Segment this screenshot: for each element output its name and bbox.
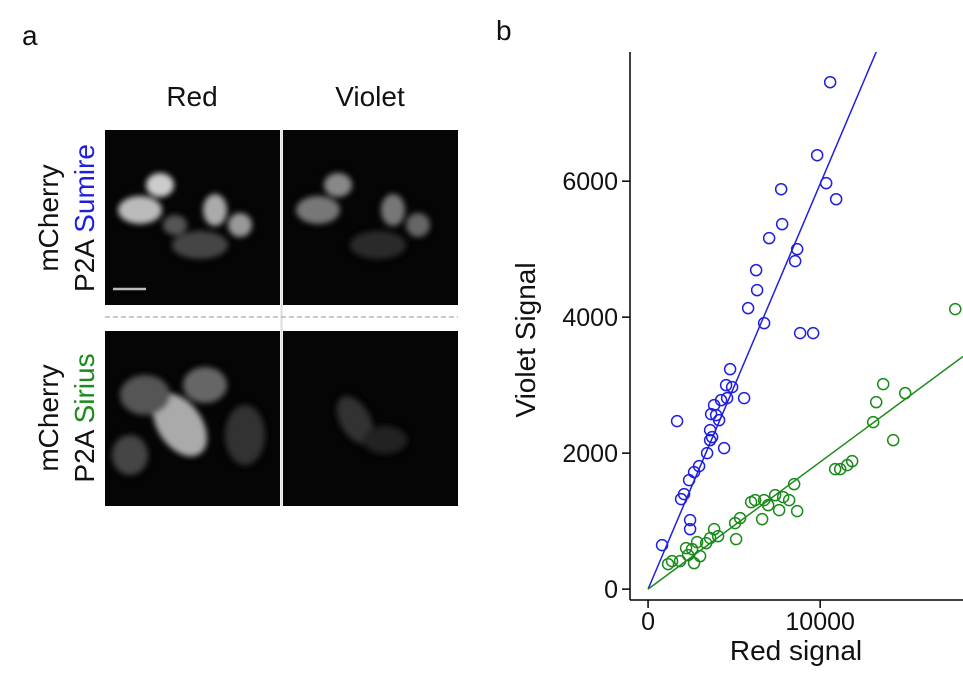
point bbox=[806, 326, 820, 340]
point bbox=[655, 538, 669, 552]
point bbox=[776, 490, 790, 504]
y-tick-label: 6000 bbox=[562, 168, 618, 196]
point bbox=[719, 378, 733, 392]
point bbox=[749, 263, 763, 277]
column-label: Red bbox=[166, 81, 217, 112]
point bbox=[741, 301, 755, 315]
y-axis-label: Violet Signal bbox=[510, 262, 541, 417]
point bbox=[714, 393, 728, 407]
point bbox=[693, 549, 707, 563]
point bbox=[670, 414, 684, 428]
point bbox=[703, 423, 717, 437]
point bbox=[729, 532, 743, 546]
point bbox=[707, 522, 721, 536]
point bbox=[866, 415, 880, 429]
point bbox=[725, 380, 739, 394]
point bbox=[774, 182, 788, 196]
x-tick-label: 10000 bbox=[785, 608, 855, 636]
point bbox=[687, 556, 701, 570]
point bbox=[755, 512, 769, 526]
row-line: P2A Sirius bbox=[69, 353, 100, 482]
point bbox=[703, 433, 717, 447]
point bbox=[876, 377, 890, 391]
plot-area bbox=[647, 52, 963, 590]
y-tick-label: 4000 bbox=[562, 304, 618, 332]
panel-label: b bbox=[496, 15, 512, 46]
point bbox=[673, 554, 687, 568]
y-tick-label: 0 bbox=[604, 576, 618, 604]
x-axis-label: Red signal bbox=[730, 635, 862, 666]
point bbox=[683, 522, 697, 536]
point bbox=[790, 504, 804, 518]
point bbox=[712, 413, 726, 427]
point bbox=[898, 386, 912, 400]
point bbox=[768, 488, 782, 502]
point bbox=[787, 477, 801, 491]
point bbox=[819, 176, 833, 190]
panel-label: a bbox=[22, 20, 38, 51]
point bbox=[886, 433, 900, 447]
point bbox=[948, 302, 962, 316]
point bbox=[711, 529, 725, 543]
point bbox=[665, 554, 679, 568]
row-prefix: P2A bbox=[69, 239, 100, 292]
point bbox=[762, 231, 776, 245]
point bbox=[737, 391, 751, 405]
fit-line bbox=[647, 52, 877, 590]
point bbox=[833, 462, 847, 476]
point bbox=[748, 493, 762, 507]
point bbox=[682, 473, 696, 487]
point bbox=[757, 316, 771, 330]
point bbox=[810, 148, 824, 162]
point bbox=[677, 487, 691, 501]
point bbox=[704, 407, 718, 421]
point bbox=[869, 395, 883, 409]
row-line: mCherry bbox=[33, 364, 64, 471]
point bbox=[661, 557, 675, 571]
row-line: mCherry bbox=[33, 164, 64, 271]
point bbox=[823, 75, 837, 89]
point bbox=[829, 192, 843, 206]
point bbox=[772, 503, 786, 517]
row-name: Sirius bbox=[69, 353, 100, 423]
point bbox=[683, 513, 697, 527]
point bbox=[775, 217, 789, 231]
point bbox=[828, 462, 842, 476]
micrographs bbox=[105, 130, 458, 506]
row-name: Sumire bbox=[69, 144, 100, 233]
point bbox=[692, 459, 706, 473]
row-label: mCherry P2A Sirius bbox=[33, 353, 100, 482]
point bbox=[705, 430, 719, 444]
point bbox=[782, 493, 796, 507]
cells bbox=[112, 173, 430, 475]
x-tick-label: 0 bbox=[641, 608, 655, 636]
point bbox=[845, 454, 859, 468]
point bbox=[790, 242, 804, 256]
point bbox=[750, 283, 764, 297]
point bbox=[717, 441, 731, 455]
row-label: mCherry P2A Sumire bbox=[33, 144, 100, 292]
point bbox=[793, 326, 807, 340]
column-label: Violet bbox=[335, 81, 405, 112]
point bbox=[690, 535, 704, 549]
row-prefix: P2A bbox=[69, 429, 100, 482]
point bbox=[700, 446, 714, 460]
point bbox=[788, 254, 802, 268]
point bbox=[720, 391, 734, 405]
y-tick-label: 2000 bbox=[562, 440, 618, 468]
point bbox=[733, 511, 747, 525]
point bbox=[679, 541, 693, 555]
point bbox=[761, 498, 775, 512]
point bbox=[723, 362, 737, 376]
row-line: P2A Sumire bbox=[69, 144, 100, 292]
